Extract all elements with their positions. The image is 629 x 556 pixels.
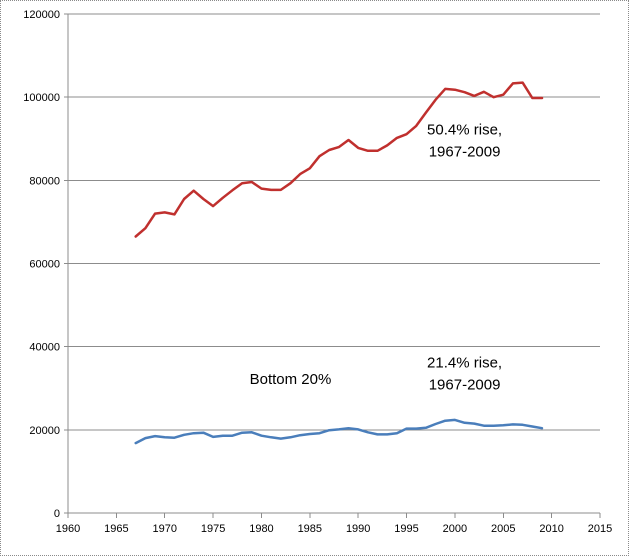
x-tick-label: 2015 bbox=[588, 523, 612, 535]
x-tick-label: 2005 bbox=[491, 523, 515, 535]
annotation-1-line-1: 50.4% rise, bbox=[427, 122, 502, 139]
y-tick-label: 40000 bbox=[29, 342, 60, 354]
y-tick-label: 100000 bbox=[23, 92, 60, 104]
series-line-2 bbox=[134, 418, 544, 445]
x-tick-label: 1970 bbox=[152, 523, 176, 535]
y-tick-label: 120000 bbox=[23, 9, 60, 21]
y-tick-label: 20000 bbox=[29, 425, 60, 437]
annotation-1-line-2: 1967-2009 bbox=[429, 144, 501, 161]
x-tick-label: 2010 bbox=[539, 523, 563, 535]
x-tick-label: 1980 bbox=[249, 523, 273, 535]
annotations: 50.4% rise, 1967-2009 Bottom 20% 21.4% rise… bbox=[250, 122, 502, 394]
annotation-3-line-1: 21.4% rise, bbox=[427, 354, 502, 371]
x-tick-label: 1965 bbox=[104, 523, 128, 535]
series-lines bbox=[134, 81, 544, 445]
annotation-3-line-2: 1967-2009 bbox=[429, 376, 501, 393]
x-tick-label: 1975 bbox=[201, 523, 225, 535]
axes: 0 20000 40000 60000 80000 100000 120000 1960 196… bbox=[23, 9, 612, 535]
x-tick-label: 1960 bbox=[56, 523, 80, 535]
gridlines bbox=[68, 13, 600, 431]
annotation-2-line-1: Bottom 20% bbox=[250, 371, 332, 388]
x-tick-label: 1990 bbox=[346, 523, 370, 535]
x-tick-label: 2000 bbox=[443, 523, 467, 535]
series-line-1 bbox=[134, 81, 544, 238]
y-tick-label: 80000 bbox=[29, 175, 60, 187]
y-tick-label: 0 bbox=[54, 508, 60, 520]
x-tick-label: 1995 bbox=[394, 523, 418, 535]
x-tick-label: 1985 bbox=[298, 523, 322, 535]
y-tick-label: 60000 bbox=[29, 259, 60, 271]
